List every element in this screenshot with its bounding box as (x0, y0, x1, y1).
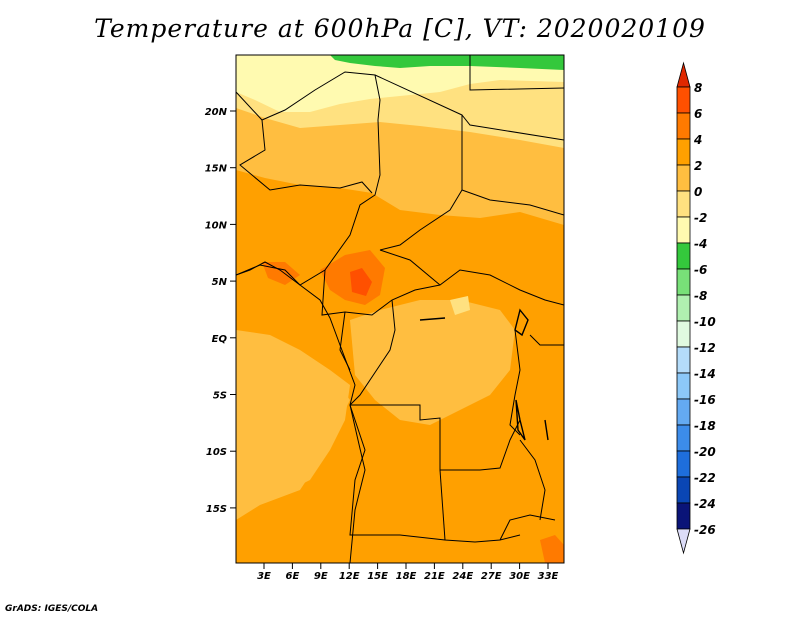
colorbar-label: -16 (694, 393, 716, 407)
colorbar-top-arrow (676, 61, 691, 88)
y-tick-label: 5S (213, 391, 227, 402)
lakes (419, 308, 549, 441)
x-tick-label: 21E (424, 571, 445, 582)
colorbar-label: -22 (694, 471, 716, 485)
colorbar-label: -8 (694, 289, 707, 303)
colorbar-segment (676, 268, 691, 296)
colorbar-segment (676, 502, 691, 530)
colorbar-label: -14 (694, 367, 716, 381)
x-tick-label: 24E (452, 571, 473, 582)
y-tick-label: 15S (206, 504, 227, 515)
x-tick-label: 3E (257, 571, 271, 582)
colorbar-label: -12 (694, 341, 716, 355)
x-tick-label: 15E (367, 571, 388, 582)
colorbar-label: -10 (694, 315, 716, 329)
y-tick-label: 5N (212, 277, 228, 288)
colorbar: 8 6 4 2 0 -2 -4 -6 -8 -10 -12 -14 -16 -18 -20 -22 -24 -26 (676, 61, 716, 555)
colorbar-segment (676, 294, 691, 322)
colorbar-label: -20 (694, 445, 716, 459)
x-tick-label: 30E (509, 571, 530, 582)
temperature-field (236, 55, 564, 563)
credit-text: GrADS: IGES/COLA (5, 604, 99, 614)
x-tick-label: 6E (286, 571, 300, 582)
colorbar-segment (676, 450, 691, 478)
y-tick-label: 10N (205, 220, 228, 231)
colorbar-label: -24 (694, 497, 716, 511)
colorbar-segment (676, 398, 691, 426)
x-tick-label: 18E (396, 571, 417, 582)
colorbar-segment (676, 164, 691, 192)
colorbar-label: -26 (694, 523, 716, 537)
latitude-axis: 20N 15N 10N 5N EQ 5S 10S 15S (205, 107, 236, 515)
y-tick-label: 20N (205, 107, 228, 118)
map-frame (235, 54, 565, 564)
colorbar-bottom-arrow (676, 528, 691, 555)
colorbar-label: -2 (694, 211, 707, 225)
colorbar-label: -18 (694, 419, 716, 433)
colorbar-label: 8 (694, 81, 702, 95)
colorbar-segment (676, 216, 691, 244)
x-tick-label: 9E (314, 571, 328, 582)
x-tick-label: 12E (339, 571, 360, 582)
colorbar-label: 2 (694, 159, 702, 173)
colorbar-label: -6 (694, 263, 707, 277)
y-tick-label: EQ (212, 334, 228, 345)
colorbar-label: -4 (694, 237, 707, 251)
longitude-axis: 3E 6E 9E 12E 15E 18E 21E 24E 27E 30E 33E (257, 563, 559, 582)
y-tick-label: 10S (206, 447, 227, 458)
country-borders (236, 55, 564, 563)
colorbar-segment (676, 346, 691, 374)
colorbar-label: 0 (694, 185, 702, 199)
colorbar-segment (676, 372, 691, 400)
y-tick-label: 15N (205, 164, 228, 175)
colorbar-segment (676, 138, 691, 166)
colorbar-segment (676, 320, 691, 348)
colorbar-segment (676, 112, 691, 140)
colorbar-segment (676, 190, 691, 218)
colorbar-segment (676, 86, 691, 114)
colorbar-segment (676, 242, 691, 270)
x-tick-label: 27E (481, 571, 502, 582)
colorbar-segment (676, 476, 691, 504)
colorbar-label: 4 (693, 133, 702, 147)
colorbar-label: 6 (694, 107, 702, 121)
map-title: Temperature at 600hPa [C], VT: 202002010… (94, 14, 706, 43)
x-tick-label: 33E (538, 571, 559, 582)
colorbar-segment (676, 424, 691, 452)
